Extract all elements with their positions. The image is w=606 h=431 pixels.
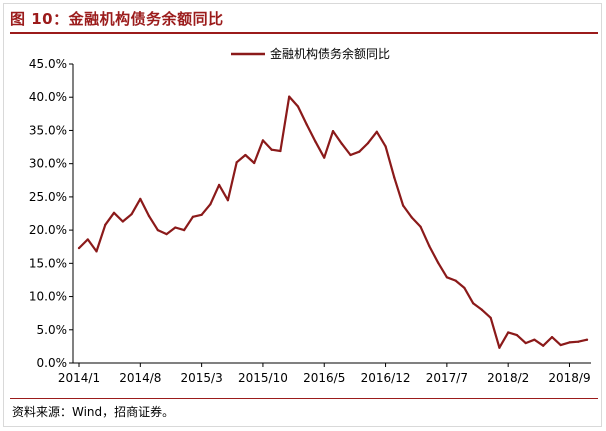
data-point xyxy=(235,161,238,164)
data-point xyxy=(314,140,317,143)
data-point xyxy=(270,148,273,151)
data-point xyxy=(200,213,203,216)
data-point xyxy=(585,338,589,341)
data-point xyxy=(366,141,370,145)
data-point xyxy=(288,95,291,98)
data-point xyxy=(393,176,396,179)
x-tick-label: 2016/5 xyxy=(303,371,345,385)
y-tick-label: 30.0% xyxy=(29,157,67,171)
x-tick-label: 2016/12 xyxy=(361,371,411,385)
data-point xyxy=(86,238,89,241)
y-tick-label: 10.0% xyxy=(29,290,67,304)
data-point xyxy=(375,130,378,133)
data-point xyxy=(331,130,335,133)
y-tick-label: 25.0% xyxy=(29,190,67,204)
data-point xyxy=(437,261,440,264)
data-point xyxy=(559,343,562,347)
data-point xyxy=(340,142,343,145)
data-point xyxy=(244,153,247,157)
data-point xyxy=(515,333,519,337)
legend-label: 金融机构债务余额同比 xyxy=(270,46,390,61)
title-rule xyxy=(10,32,598,34)
y-axis: 45.0% 40.0% 35.0% 30.0% 25.0% 20.0% 15.0% 10.0%… xyxy=(29,57,74,370)
data-point xyxy=(226,199,229,202)
y-tick-label: 40.0% xyxy=(29,90,67,104)
data-point xyxy=(533,338,536,341)
data-point xyxy=(445,276,448,279)
data-point xyxy=(577,340,580,343)
data-point xyxy=(253,161,256,165)
series-layer xyxy=(77,95,589,349)
data-point xyxy=(358,150,361,153)
data-point xyxy=(480,308,483,311)
data-point xyxy=(95,250,98,253)
data-point xyxy=(139,197,142,200)
data-point xyxy=(384,145,387,148)
data-point xyxy=(349,153,352,157)
y-tick-label: 0.0% xyxy=(37,356,68,370)
data-point xyxy=(489,316,492,319)
x-tick-label: 2015/10 xyxy=(238,371,288,385)
data-point xyxy=(542,344,545,347)
data-point xyxy=(279,149,282,153)
data-point xyxy=(218,183,221,187)
data-point xyxy=(454,279,457,282)
y-tick-label: 5.0% xyxy=(37,323,68,337)
y-tick-label: 45.0% xyxy=(29,57,67,71)
source-rule xyxy=(10,398,598,399)
data-point xyxy=(428,244,431,248)
data-point xyxy=(191,215,194,218)
x-tick-label: 2017/7 xyxy=(426,371,468,385)
data-point xyxy=(305,123,308,126)
figure-title: 图 10：金融机构债务余额同比 xyxy=(10,10,224,28)
data-point xyxy=(568,341,571,344)
data-point xyxy=(498,346,501,349)
data-point xyxy=(209,203,212,206)
data-point xyxy=(147,215,151,218)
data-point xyxy=(261,139,265,142)
x-tick-label: 2014/1 xyxy=(58,371,100,385)
x-tick-label: 2015/3 xyxy=(181,371,223,385)
data-point xyxy=(472,302,475,305)
data-point xyxy=(156,229,159,232)
data-point xyxy=(165,232,168,236)
data-point xyxy=(524,341,527,345)
data-point xyxy=(130,213,133,216)
data-point xyxy=(104,223,107,226)
source-note: 资料来源：Wind，招商证券。 xyxy=(12,405,175,419)
data-point xyxy=(183,229,186,232)
x-axis: 2014/1 2014/8 2015/3 2015/10 2016/5 2016/12 20… xyxy=(58,362,591,385)
data-point xyxy=(463,286,466,290)
data-point xyxy=(507,331,510,334)
data-point xyxy=(112,211,116,214)
y-tick-label: 35.0% xyxy=(29,123,67,137)
series-line xyxy=(77,95,589,349)
x-tick-label: 2018/9 xyxy=(548,371,590,385)
data-point xyxy=(174,226,177,229)
data-point xyxy=(419,225,422,228)
figure-frame xyxy=(3,3,602,427)
data-point xyxy=(296,105,300,108)
data-point xyxy=(550,335,554,339)
data-point xyxy=(401,204,405,207)
x-tick-label: 2018/2 xyxy=(487,371,529,385)
chart-legend: 金融机构债务余额同比 xyxy=(231,46,390,61)
data-point xyxy=(410,216,413,219)
y-tick-label: 15.0% xyxy=(29,256,67,270)
x-tick-label: 2014/8 xyxy=(119,371,161,385)
y-tick-label: 20.0% xyxy=(29,223,67,237)
data-point xyxy=(323,156,326,159)
data-point xyxy=(77,246,81,250)
data-point xyxy=(121,220,124,223)
